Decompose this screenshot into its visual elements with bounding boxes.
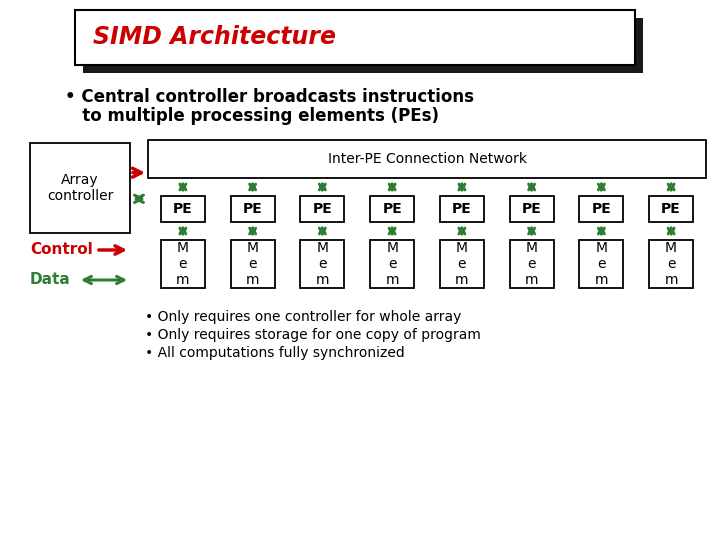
FancyBboxPatch shape (580, 196, 624, 222)
FancyBboxPatch shape (649, 196, 693, 222)
FancyBboxPatch shape (83, 18, 643, 73)
FancyBboxPatch shape (148, 140, 706, 178)
Text: PE: PE (452, 202, 472, 216)
FancyBboxPatch shape (370, 240, 414, 288)
FancyBboxPatch shape (75, 10, 635, 65)
Text: • All computations fully synchronized: • All computations fully synchronized (145, 346, 405, 360)
FancyBboxPatch shape (300, 240, 344, 288)
Text: • Only requires one controller for whole array: • Only requires one controller for whole… (145, 310, 462, 324)
FancyBboxPatch shape (370, 196, 414, 222)
Text: SIMD Architecture: SIMD Architecture (93, 25, 336, 50)
Text: PE: PE (243, 202, 263, 216)
Text: Inter-PE Connection Network: Inter-PE Connection Network (328, 152, 526, 166)
Text: M
e
m: M e m (665, 241, 678, 287)
Text: • Only requires storage for one copy of program: • Only requires storage for one copy of … (145, 328, 481, 342)
FancyBboxPatch shape (580, 240, 624, 288)
FancyBboxPatch shape (230, 196, 274, 222)
Text: PE: PE (522, 202, 541, 216)
FancyBboxPatch shape (440, 240, 484, 288)
Text: • Central controller broadcasts instructions: • Central controller broadcasts instruct… (65, 88, 474, 106)
FancyBboxPatch shape (230, 240, 274, 288)
Text: Control: Control (30, 242, 93, 258)
FancyBboxPatch shape (510, 196, 554, 222)
Text: M
e
m: M e m (246, 241, 259, 287)
Text: PE: PE (592, 202, 611, 216)
Text: PE: PE (382, 202, 402, 216)
Text: PE: PE (312, 202, 332, 216)
Text: M
e
m: M e m (315, 241, 329, 287)
Text: PE: PE (661, 202, 681, 216)
Text: M
e
m: M e m (455, 241, 469, 287)
Text: Array
controller: Array controller (47, 173, 113, 203)
FancyBboxPatch shape (161, 196, 205, 222)
Text: M
e
m: M e m (385, 241, 399, 287)
FancyBboxPatch shape (510, 240, 554, 288)
FancyBboxPatch shape (161, 240, 205, 288)
Text: M
e
m: M e m (595, 241, 608, 287)
FancyBboxPatch shape (300, 196, 344, 222)
Text: Data: Data (30, 273, 71, 287)
Text: to multiple processing elements (PEs): to multiple processing elements (PEs) (65, 107, 439, 125)
FancyBboxPatch shape (649, 240, 693, 288)
FancyBboxPatch shape (30, 143, 130, 233)
FancyBboxPatch shape (440, 196, 484, 222)
Text: M
e
m: M e m (525, 241, 539, 287)
Text: PE: PE (173, 202, 193, 216)
Text: M
e
m: M e m (176, 241, 189, 287)
